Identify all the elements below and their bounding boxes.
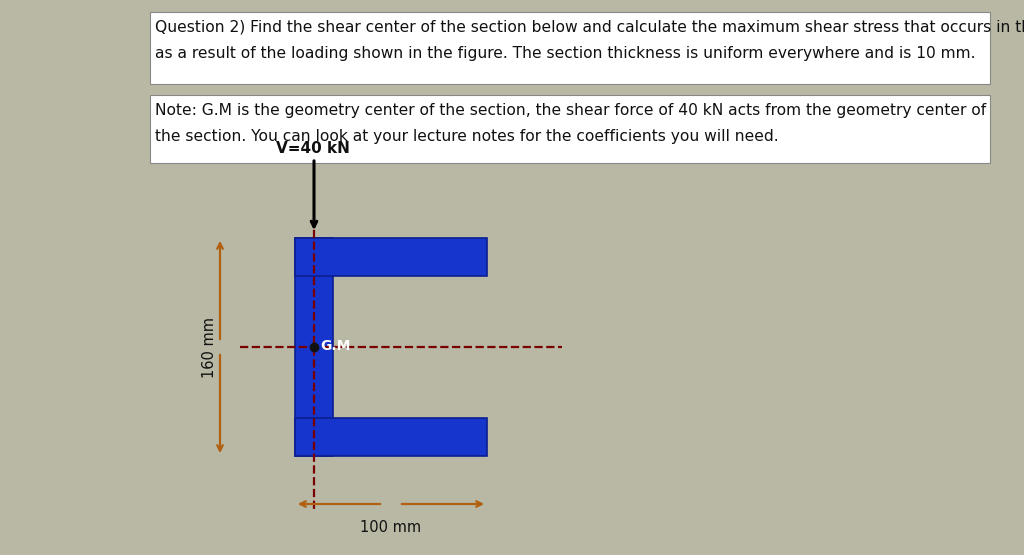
Bar [150,95,990,163]
Text: Question 2) Find the shear center of the section below and calculate the maximum: Question 2) Find the shear center of the… [155,20,1024,35]
Text: G.M: G.M [319,339,350,353]
Bar [295,238,333,456]
Text: V=40 kN: V=40 kN [276,141,350,156]
Text: as a result of the loading shown in the figure. The section thickness is uniform: as a result of the loading shown in the … [155,46,976,61]
Bar [295,238,487,276]
Text: 100 mm: 100 mm [360,520,422,535]
Text: the section. You can look at your lecture notes for the coefficients you will ne: the section. You can look at your lectur… [155,129,778,144]
Text: Note: G.M is the geometry center of the section, the shear force of 40 kN acts f: Note: G.M is the geometry center of the … [155,103,986,118]
Bar [150,12,990,84]
Text: 160 mm: 160 mm [203,316,217,377]
Bar [295,418,487,456]
